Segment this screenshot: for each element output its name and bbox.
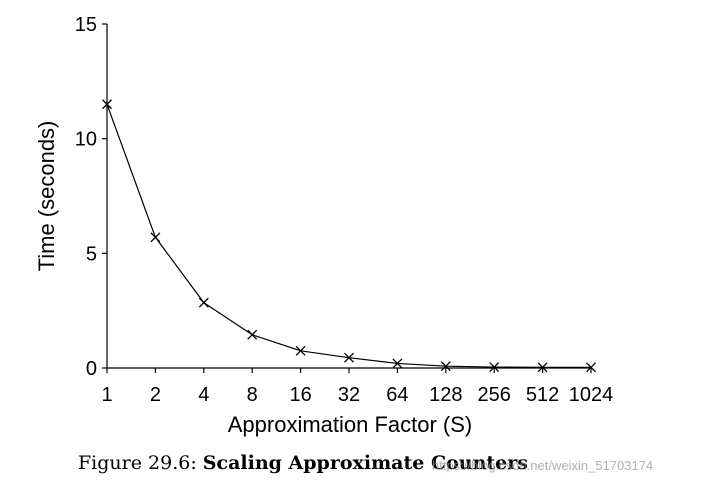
y-tick-label: 5	[86, 243, 97, 265]
series-polyline	[106, 104, 591, 368]
marker-stroke	[102, 99, 112, 110]
marker-stroke	[537, 362, 548, 373]
caption-prefix: Figure 29.6:	[78, 452, 203, 474]
series-line	[102, 99, 596, 373]
data-point-marker	[247, 329, 258, 340]
marker-stroke	[247, 329, 258, 340]
data-point-marker	[344, 352, 354, 363]
x-tick-label: 32	[338, 384, 360, 406]
data-point-marker	[392, 358, 403, 369]
data-point-marker	[440, 361, 451, 372]
marker-stroke	[586, 362, 596, 373]
marker-stroke	[440, 361, 451, 372]
marker-stroke	[392, 358, 403, 369]
x-tick-label: 16	[289, 384, 311, 406]
axes	[106, 24, 591, 369]
data-point-marker	[537, 362, 548, 373]
marker-stroke	[150, 232, 161, 243]
x-tick-label: 1	[101, 384, 112, 406]
y-tick-label: 10	[75, 129, 97, 151]
marker-stroke	[489, 362, 500, 373]
y-axis-ticks: 0 5 10 15	[75, 14, 107, 380]
data-point-marker	[295, 345, 306, 356]
x-tick-label: 8	[247, 384, 258, 406]
marker-stroke	[344, 352, 354, 363]
x-tick-label: 2	[150, 384, 161, 406]
data-point-marker	[586, 362, 596, 373]
y-tick-label: 15	[75, 14, 97, 36]
x-axis-title: Approximation Factor (S)	[228, 412, 473, 437]
data-point-marker	[102, 99, 112, 110]
x-tick-label: 512	[526, 384, 559, 406]
x-tick-label: 1024	[569, 384, 614, 406]
data-point-marker	[489, 362, 500, 373]
y-axis-title: Time (seconds)	[34, 121, 59, 272]
x-tick-label: 128	[429, 384, 462, 406]
x-tick-label: 64	[386, 384, 408, 406]
chart: 0 5 10 15 1 2 4 8 16 32 64 128 256 512 1024 Approxima…	[34, 14, 613, 437]
data-point-marker	[150, 232, 161, 243]
caption-title: Scaling Approximate Counters	[202, 452, 528, 474]
marker-stroke	[198, 297, 209, 308]
y-tick-label: 0	[86, 358, 97, 380]
watermark: https://blog.csdn.net/weixin_51703174	[432, 458, 654, 473]
x-tick-label: 256	[478, 384, 511, 406]
data-point-marker	[198, 297, 209, 308]
x-axis-ticks: 1 2 4 8 16 32 64 128 256 512 1024	[101, 368, 613, 406]
marker-stroke	[295, 345, 306, 356]
figure-caption: Figure 29.6: Scaling Approximate Counter…	[78, 452, 528, 474]
x-tick-label: 4	[198, 384, 209, 406]
